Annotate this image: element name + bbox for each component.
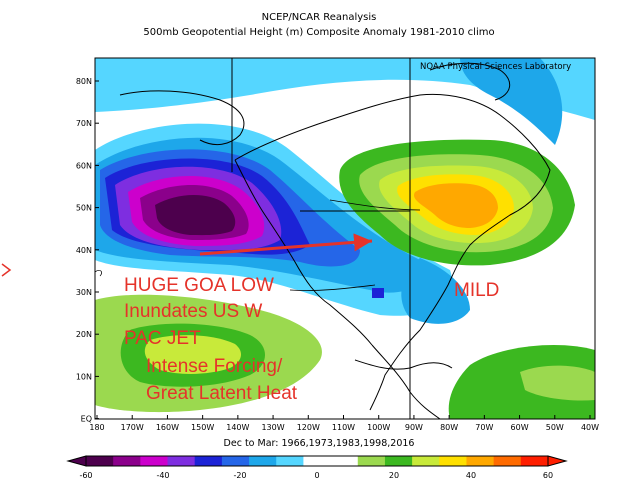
lon-tick-label: 40W xyxy=(581,423,599,432)
goa-low-core xyxy=(155,194,236,236)
colorbar-swatch xyxy=(357,456,386,466)
southeast-green-region xyxy=(448,345,595,419)
colorbar-label: 40 xyxy=(466,471,476,480)
colorbar-swatch xyxy=(466,456,495,466)
colorbar-max-arrow xyxy=(547,455,568,467)
lat-tick-label: 60N xyxy=(76,161,92,170)
lon-tick-label: 70W xyxy=(475,423,493,432)
lon-tick-label: 180 xyxy=(89,423,104,432)
colorbar-swatch xyxy=(86,456,114,466)
plot-frame xyxy=(94,57,596,420)
north-cyan-patch xyxy=(460,58,563,145)
composite-years: Dec to Mar: 1966,1973,1983,1998,2016 xyxy=(223,438,415,449)
colorbar-swatch xyxy=(303,456,332,466)
map-subtitle: 500mb Geopotential Height (m) Composite … xyxy=(143,27,495,38)
annotation-goa-low: HUGE GOA LOW xyxy=(124,275,274,296)
hawaii-islands xyxy=(95,269,103,277)
lon-tick-label: 50W xyxy=(546,423,564,432)
east-ridge-core xyxy=(414,183,498,228)
lat-tick-label: 20N xyxy=(76,330,92,339)
lon-tick-label: 140W xyxy=(226,423,249,432)
lon-tick-label: 160W xyxy=(156,423,179,432)
edge-arrow-fragment xyxy=(1,263,12,277)
lon-tick-label: 60W xyxy=(511,423,529,432)
annotation-latent-heat: Great Latent Heat xyxy=(146,383,298,404)
colorbar-swatch xyxy=(140,456,169,466)
north-america-coast xyxy=(234,93,551,411)
longitude-axis: 180 170W 160W 150W 140W 130W 120W 110W 100W 90W 80… xyxy=(89,415,599,432)
lon-tick-label: 130W xyxy=(261,423,284,432)
colorbar-swatch xyxy=(167,456,196,466)
map-title: NCEP/NCAR Reanalysis xyxy=(261,12,377,23)
colorbar-label: 60 xyxy=(543,471,553,480)
lon-tick-label: 90W xyxy=(405,423,423,432)
arctic-islands xyxy=(429,62,510,101)
lon-tick-label: 100W xyxy=(367,423,390,432)
colorbar-swatch xyxy=(493,456,522,466)
lon-tick-label: 120W xyxy=(297,423,320,432)
lat-tick-label: 10N xyxy=(76,372,92,381)
lab-credit: NOAA Physical Sciences Laboratory xyxy=(420,62,572,72)
gulf-deep-blue-patch xyxy=(372,288,384,298)
colorbar-label: -20 xyxy=(233,471,246,480)
colorbar-swatch xyxy=(439,456,467,466)
alaska-coast xyxy=(119,90,245,146)
colorbar-label: -40 xyxy=(156,471,169,480)
colorbar-swatch xyxy=(384,456,413,466)
lat-tick-label: 30N xyxy=(76,288,92,297)
lat-tick-label: 70N xyxy=(76,119,92,128)
southeast-green-light xyxy=(520,365,595,401)
colorbar: -60 -40 -20 0 20 40 60 xyxy=(66,455,568,480)
lon-tick-label: 80W xyxy=(440,423,458,432)
lat-tick-label: 50N xyxy=(76,204,92,213)
annotation-forcing: Intense Forcing/ xyxy=(146,356,283,377)
colorbar-swatch xyxy=(113,456,141,466)
lon-tick-label: 110W xyxy=(332,423,355,432)
colorbar-min-arrow xyxy=(66,455,87,467)
colorbar-label: -60 xyxy=(79,471,92,480)
colorbar-swatch xyxy=(249,456,277,466)
lon-tick-label: 170W xyxy=(121,423,144,432)
colorbar-swatch xyxy=(330,456,359,466)
lon-tick-label: 150W xyxy=(191,423,214,432)
us-canada-border xyxy=(329,199,421,211)
colorbar-swatch xyxy=(194,456,223,466)
lat-tick-label: EQ xyxy=(81,415,92,424)
us-mexico-border xyxy=(289,284,376,291)
colorbar-swatch xyxy=(221,456,250,466)
west-coast xyxy=(234,159,373,346)
lat-tick-label: 80N xyxy=(76,77,92,86)
colorbar-label: 20 xyxy=(389,471,399,480)
colorbar-swatch xyxy=(412,456,440,466)
latitude-axis: 80N 70N 60N 50N 40N 30N 20N 10N EQ xyxy=(76,77,99,424)
southwest-yellow-core xyxy=(144,335,242,374)
annotation-pac-jet: PAC JET xyxy=(124,328,201,349)
colorbar-swatch xyxy=(520,456,549,466)
colorbar-swatch xyxy=(276,456,304,466)
lat-tick-label: 40N xyxy=(76,246,92,255)
southeast-blue-patch xyxy=(401,258,470,324)
pac-jet-arrow xyxy=(199,233,373,256)
colorbar-label: 0 xyxy=(314,471,319,480)
annotation-mild: MILD xyxy=(454,280,500,301)
annotation-inundates: Inundates US W xyxy=(124,301,263,322)
